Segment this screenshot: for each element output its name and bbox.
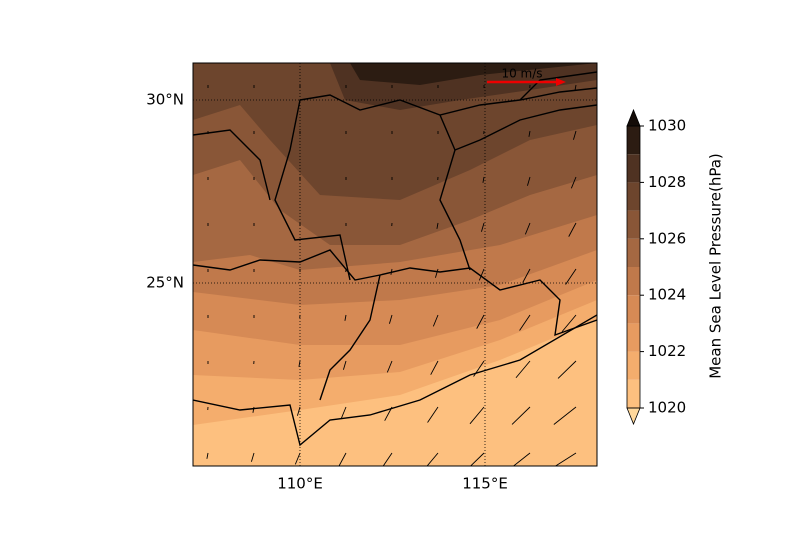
- colorbar-tick-label: 1022: [648, 342, 686, 360]
- colorbar-label: Mean Sea Level Pressure(hPa): [707, 153, 725, 379]
- colorbar-extend: [627, 408, 640, 424]
- colorbar-extend: [627, 110, 640, 126]
- colorbar-tick-label: 1026: [648, 229, 686, 247]
- colorbar-tick-label: 1020: [648, 399, 686, 417]
- colorbar-tick-label: 1024: [648, 286, 686, 304]
- colorbar-segment: [627, 352, 640, 380]
- map: [193, 63, 597, 471]
- quiver-key-label: 10 m/s: [501, 67, 542, 81]
- colorbar-segment: [627, 154, 640, 182]
- colorbar-tick-label: 1028: [648, 173, 686, 191]
- lon-label: 110°E: [277, 475, 323, 493]
- lat-label: 25°N: [146, 274, 184, 292]
- colorbar-segment: [627, 182, 640, 210]
- colorbar-segment: [627, 380, 640, 408]
- colorbar-segment: [627, 239, 640, 267]
- colorbar-segment: [627, 126, 640, 154]
- lat-label: 30°N: [146, 91, 184, 109]
- colorbar-segment: [627, 267, 640, 295]
- colorbar-segment: [627, 323, 640, 351]
- colorbar-segment: [627, 295, 640, 323]
- colorbar-tick-label: 1030: [648, 117, 686, 135]
- lon-label: 115°E: [462, 475, 508, 493]
- colorbar-segment: [627, 211, 640, 239]
